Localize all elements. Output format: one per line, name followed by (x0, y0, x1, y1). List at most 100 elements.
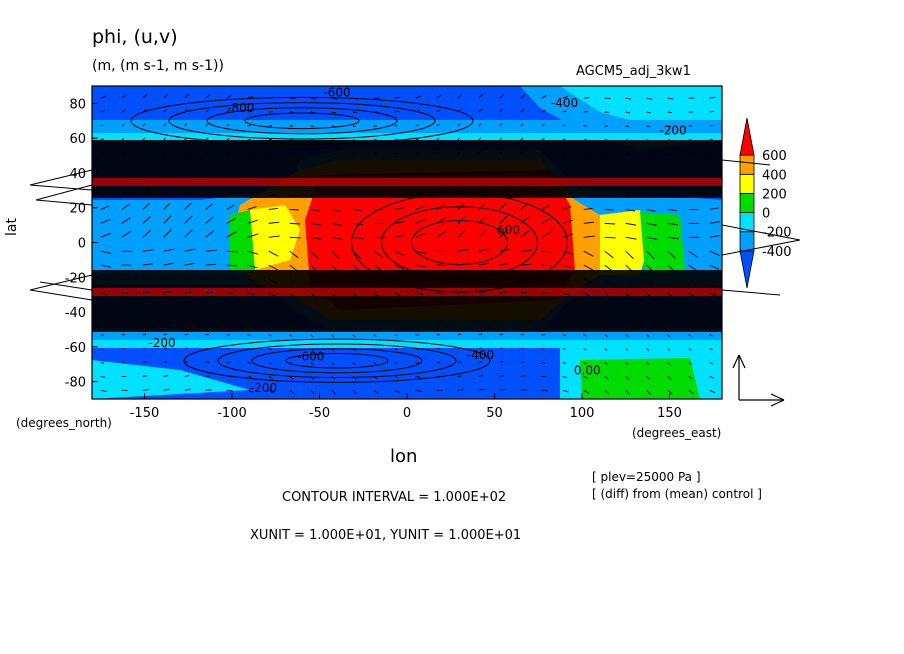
wind-arrow (562, 206, 572, 210)
wind-arrow (478, 189, 485, 196)
wind-arrow (541, 204, 550, 210)
wind-arrow (478, 276, 488, 280)
wind-arrow (394, 264, 405, 270)
wind-arrow (100, 95, 107, 99)
wind-arrow (163, 333, 168, 336)
wind-arrow (268, 278, 277, 284)
wind-arrow (268, 389, 275, 394)
wind-arrow (646, 236, 658, 240)
wind-arrow (604, 348, 608, 351)
wind-arrow (625, 376, 630, 380)
wind-arrow (625, 362, 629, 366)
wind-arrow (373, 376, 378, 380)
wind-arrow (667, 97, 674, 100)
x-tick-label: 100 (570, 406, 595, 421)
wind-arrow (289, 334, 293, 338)
wind-arrow (289, 292, 296, 298)
wind-arrow (646, 376, 651, 380)
colorbar-swatch (739, 173, 755, 194)
wind-arrow (163, 262, 174, 266)
wind-arrow (394, 389, 401, 394)
wind-arrow (373, 334, 377, 337)
wind-arrow (394, 110, 399, 113)
wind-arrow (268, 264, 278, 271)
wind-arrow (268, 334, 272, 337)
wind-arrow (499, 248, 511, 252)
wind-arrow (352, 236, 364, 240)
wind-arrow (457, 229, 467, 238)
wind-arrow (583, 250, 594, 257)
wind-arrow (226, 151, 230, 155)
wind-arrow (205, 216, 215, 224)
wind-arrow (415, 232, 427, 238)
wind-arrow (667, 292, 674, 299)
contour-interval: CONTOUR INTERVAL = 1.000E+02 (282, 490, 507, 505)
wind-arrow (436, 204, 445, 210)
wind-arrow (415, 110, 420, 113)
wind-arrow (394, 124, 399, 127)
wind-arrow (163, 361, 168, 363)
wind-arrow (604, 292, 611, 298)
wind-arrow (331, 97, 338, 100)
wind-arrow (562, 250, 574, 255)
wind-arrow (415, 219, 426, 224)
wind-arrow (289, 348, 293, 351)
wind-arrow (247, 292, 255, 296)
wind-arrow (478, 202, 486, 210)
wind-arrow (226, 123, 230, 127)
wind-arrow (163, 248, 175, 252)
wind-arrow (415, 264, 426, 268)
wind-arrow (205, 230, 215, 238)
wind-arrow (373, 250, 383, 258)
wind-arrow (310, 97, 317, 100)
wind-arrow (415, 95, 422, 99)
wind-arrow (520, 137, 524, 141)
wind-arrow (478, 108, 482, 113)
wind-arrow (436, 217, 446, 224)
wind-arrow (625, 153, 630, 155)
wind-arrow (436, 94, 442, 99)
x-tick-label: -150 (130, 406, 160, 421)
wind-arrow (562, 110, 567, 113)
wind-arrow (352, 348, 356, 351)
wind-arrow (247, 389, 254, 393)
wind-arrow (499, 123, 503, 127)
wind-arrow (226, 95, 232, 99)
wind-arrow (625, 195, 634, 198)
wind-arrow (310, 362, 314, 366)
wind-arrow (268, 250, 279, 257)
wind-arrow (289, 222, 301, 225)
wind-arrow (100, 124, 104, 127)
wind-arrow (121, 151, 125, 155)
wind-arrow (604, 222, 616, 225)
wind-arrow (331, 111, 336, 114)
wind-arrow (520, 109, 525, 113)
wind-arrow (352, 334, 356, 338)
colorbar-swatch (739, 231, 755, 252)
wind-arrow (163, 375, 169, 377)
wind-arrow (310, 139, 314, 141)
wind-arrow (100, 375, 106, 378)
wind-arrow (226, 204, 235, 210)
wind-arrow (499, 262, 510, 266)
wind-arrow (415, 375, 421, 378)
wind-arrow (205, 137, 209, 141)
wind-arrow (415, 192, 423, 196)
wind-arrow (289, 362, 293, 365)
wind-arrow (457, 190, 464, 196)
wind-arrow (478, 375, 484, 377)
wind-arrow (247, 192, 256, 196)
wind-arrow (226, 191, 234, 196)
wind-arrow (709, 389, 716, 394)
wind-arrow (352, 195, 361, 198)
wind-arrow (226, 278, 236, 281)
wind-arrow (646, 111, 651, 114)
wind-arrow (709, 264, 720, 270)
wind-arrow (205, 190, 212, 196)
wind-arrow (121, 137, 125, 141)
wind-arrow (205, 94, 211, 99)
wind-arrow (373, 362, 377, 365)
wind-arrow (163, 291, 171, 294)
